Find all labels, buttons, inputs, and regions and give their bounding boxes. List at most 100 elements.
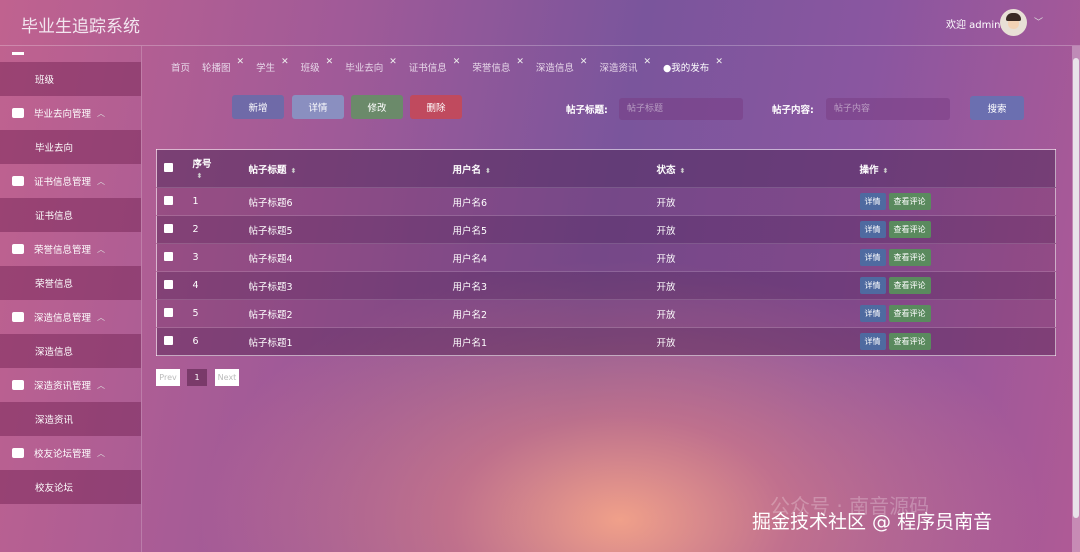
- next-page-button[interactable]: Next: [215, 369, 239, 386]
- sidebar-item[interactable]: 毕业去向管理 ︿: [0, 96, 141, 130]
- close-icon[interactable]: ✕: [389, 57, 397, 67]
- table-row: 4 帖子标题3 用户名3 开放 详情 查看评论: [156, 271, 1056, 300]
- sidebar-item-label: 深造资讯管理: [34, 381, 92, 392]
- scrollbar[interactable]: [1072, 46, 1080, 552]
- row-detail-button[interactable]: 详情: [859, 305, 886, 322]
- sidebar-item[interactable]: 证书信息管理 ︿: [0, 164, 141, 198]
- tab-bar: 首页 轮播图 ✕ 学生 ✕ 班级 ✕ 毕业去向 ✕ 证书信息 ✕ 荣誉信息 ✕ 深造信息 ✕ 深造资讯 ✕ ●我的…: [171, 57, 735, 74]
- prev-page-button[interactable]: Prev: [156, 369, 180, 386]
- table-row: 3 帖子标题4 用户名4 开放 详情 查看评论: [156, 243, 1056, 272]
- view-comments-button[interactable]: 查看评论: [888, 277, 931, 294]
- row-checkbox[interactable]: [164, 335, 173, 345]
- column-header[interactable]: 用户名 ⬍: [452, 149, 657, 188]
- table-cell: 帖子标题6: [248, 187, 453, 216]
- tab-label: ●我的发布: [663, 63, 710, 74]
- row-detail-button[interactable]: 详情: [859, 277, 886, 294]
- table-cell: 用户名3: [452, 271, 657, 300]
- delete-button[interactable]: 删除: [410, 95, 462, 119]
- column-header[interactable]: 状态 ⬍: [656, 149, 860, 188]
- row-checkbox[interactable]: [164, 223, 173, 233]
- sidebar-item[interactable]: 深造信息: [0, 334, 141, 368]
- column-header[interactable]: 操作 ⬍: [859, 149, 1056, 188]
- menu-icon: [12, 244, 24, 254]
- sidebar-item-label: 证书信息管理: [34, 177, 92, 188]
- view-comments-button[interactable]: 查看评论: [888, 249, 931, 266]
- sort-icon[interactable]: ⬍: [485, 166, 491, 175]
- row-checkbox[interactable]: [164, 307, 173, 317]
- close-icon[interactable]: ✕: [325, 57, 334, 67]
- content-search-input[interactable]: [826, 98, 950, 120]
- sidebar-item[interactable]: 校友论坛管理 ︿: [0, 436, 141, 470]
- search-button[interactable]: 搜索: [970, 96, 1024, 120]
- detail-button[interactable]: 详情: [292, 95, 344, 119]
- sidebar-item[interactable]: 毕业去向: [0, 130, 141, 164]
- sidebar-item[interactable]: 班级: [0, 62, 141, 96]
- sidebar-item-label: 证书信息: [35, 211, 74, 222]
- tab[interactable]: 毕业去向 ✕: [345, 57, 397, 74]
- row-detail-button[interactable]: 详情: [859, 221, 886, 238]
- sidebar-item[interactable]: 荣誉信息: [0, 266, 141, 300]
- row-detail-button[interactable]: 详情: [859, 333, 886, 350]
- tab[interactable]: 深造信息 ✕: [535, 57, 588, 74]
- view-comments-button[interactable]: 查看评论: [888, 305, 931, 322]
- chevron-up-icon: ︿: [97, 312, 106, 322]
- column-header[interactable]: 序号 ⬍: [192, 149, 249, 188]
- sidebar-item-hidden[interactable]: [0, 46, 141, 70]
- sidebar-item[interactable]: 证书信息: [0, 198, 141, 232]
- column-header[interactable]: 帖子标题 ⬍: [248, 149, 453, 188]
- chevron-up-icon: ︿: [97, 108, 106, 118]
- table-cell: 用户名2: [452, 299, 657, 328]
- avatar[interactable]: [1000, 9, 1027, 36]
- row-detail-button[interactable]: 详情: [859, 249, 886, 266]
- close-icon[interactable]: ✕: [281, 57, 289, 67]
- chevron-down-icon[interactable]: ﹀: [1034, 18, 1044, 28]
- content-search-label: 帖子内容:: [772, 105, 814, 116]
- menu-icon: [12, 176, 24, 186]
- sidebar-item[interactable]: 深造资讯: [0, 402, 141, 436]
- close-icon[interactable]: ✕: [643, 57, 652, 67]
- add-button[interactable]: 新增: [232, 95, 284, 119]
- welcome-text: 欢迎 admin: [946, 20, 1001, 31]
- tab-label: 深造信息: [535, 63, 574, 74]
- sort-icon[interactable]: ⬍: [290, 166, 297, 175]
- tab[interactable]: 首页: [171, 60, 190, 74]
- close-icon[interactable]: ✕: [452, 57, 461, 67]
- row-detail-button[interactable]: 详情: [859, 193, 886, 210]
- sidebar-item[interactable]: 深造资讯管理 ︿: [0, 368, 141, 402]
- table-cell: 开放: [656, 243, 860, 272]
- row-checkbox[interactable]: [164, 195, 173, 205]
- row-checkbox[interactable]: [164, 279, 173, 289]
- table-row: 1 帖子标题6 用户名6 开放 详情 查看评论: [156, 187, 1056, 216]
- posts-table: 序号 ⬍ 帖子标题 ⬍ 用户名 ⬍ 状态 ⬍ 操作 ⬍ 1 帖子标题6 用户名6 开放 详情 查看评…: [156, 149, 1056, 356]
- tab[interactable]: 轮播图 ✕: [202, 57, 245, 74]
- sidebar-item[interactable]: 荣誉信息管理 ︿: [0, 232, 141, 266]
- view-comments-button[interactable]: 查看评论: [888, 221, 931, 238]
- view-comments-button[interactable]: 查看评论: [888, 333, 931, 350]
- close-icon[interactable]: ✕: [579, 57, 588, 67]
- close-icon[interactable]: ✕: [236, 57, 245, 67]
- close-icon[interactable]: ✕: [516, 57, 524, 67]
- sort-icon[interactable]: ⬍: [196, 172, 203, 180]
- tab[interactable]: 证书信息 ✕: [409, 57, 461, 74]
- tab[interactable]: 深造资讯 ✕: [599, 57, 652, 74]
- title-search-input[interactable]: [619, 98, 743, 120]
- sidebar-item[interactable]: 校友论坛: [0, 470, 141, 504]
- row-checkbox[interactable]: [164, 251, 173, 261]
- close-icon[interactable]: ✕: [715, 57, 723, 67]
- table-cell: 开放: [656, 271, 860, 300]
- sidebar-item-label: 荣誉信息管理: [34, 245, 92, 256]
- sidebar-item[interactable]: 深造信息管理 ︿: [0, 300, 141, 334]
- app-title: 毕业生追踪系统: [21, 17, 140, 37]
- table-cell: 5: [192, 299, 249, 328]
- view-comments-button[interactable]: 查看评论: [888, 193, 931, 210]
- edit-button[interactable]: 修改: [351, 95, 403, 119]
- tab[interactable]: 荣誉信息 ✕: [472, 57, 524, 74]
- tab[interactable]: 班级 ✕: [301, 57, 334, 74]
- sort-icon[interactable]: ⬍: [882, 166, 889, 175]
- select-all-checkbox[interactable]: [164, 162, 173, 172]
- sort-icon[interactable]: ⬍: [679, 166, 686, 175]
- tab[interactable]: ●我的发布 ✕: [663, 57, 723, 74]
- chevron-up-icon: ︿: [97, 380, 106, 390]
- tab[interactable]: 学生 ✕: [256, 57, 289, 74]
- page-1-button[interactable]: 1: [187, 369, 207, 386]
